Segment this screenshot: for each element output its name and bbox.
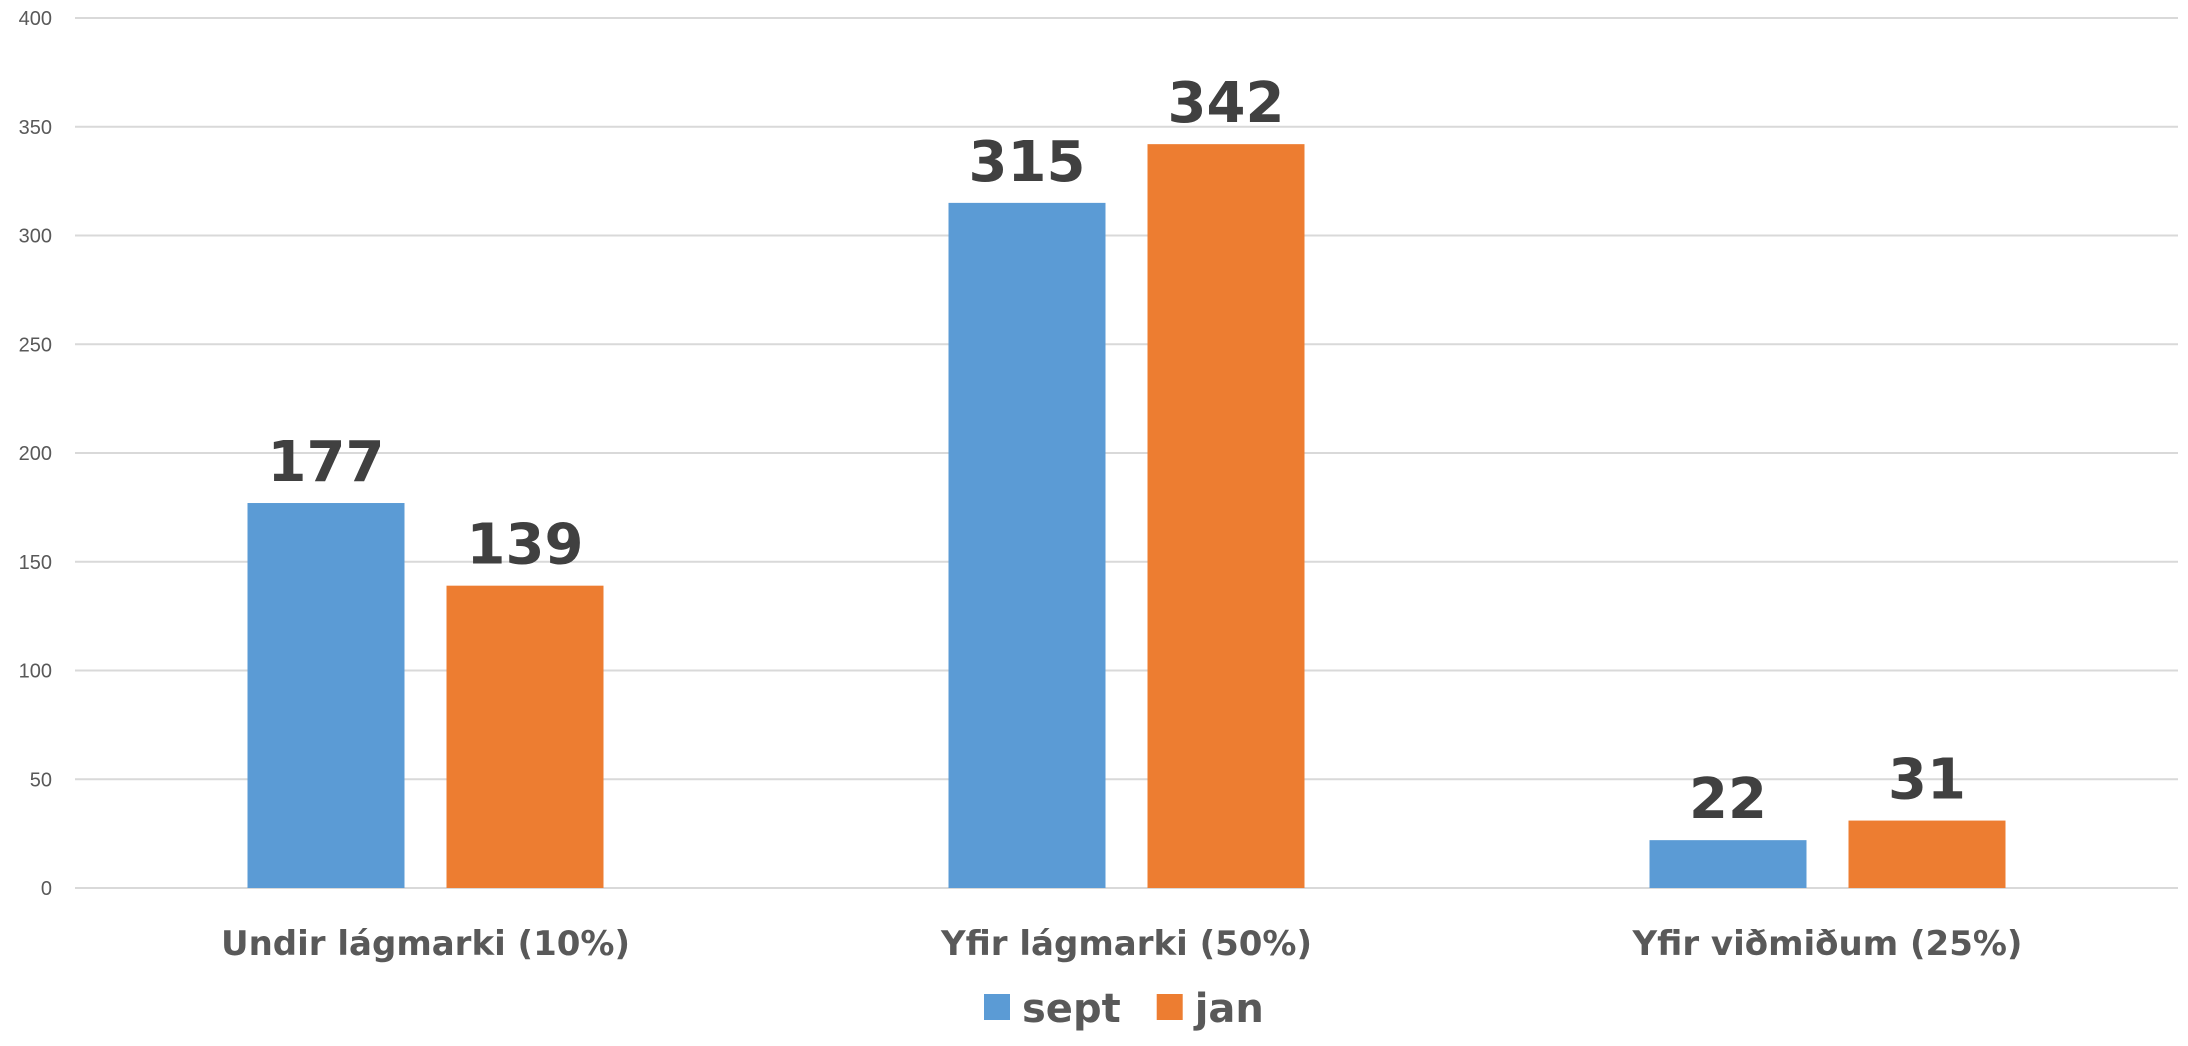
- y-tick-label: 0: [41, 878, 52, 900]
- gridlines: [75, 17, 2178, 889]
- x-axis-labels: Undir lágmarki (10%) Yfir lágmarki (50%) Y…: [221, 924, 2023, 964]
- bar-jan: [1848, 820, 2006, 888]
- data-label-sept: 177: [268, 430, 385, 495]
- y-tick-label: 300: [19, 226, 52, 248]
- y-tick-label: 250: [19, 334, 52, 356]
- y-axis-ticks: 0 50 100 150 200 250 300 350 400: [19, 8, 52, 900]
- bars: [247, 144, 2006, 888]
- data-label-jan: 139: [467, 513, 584, 578]
- data-label-sept: 22: [1689, 767, 1767, 832]
- legend-swatch-sept: [984, 994, 1010, 1020]
- legend: sept jan: [984, 986, 1264, 1032]
- data-labels: 177 139 315 342 22 31: [268, 71, 1966, 832]
- category-label: Yfir lágmarki (50%): [940, 924, 1312, 964]
- y-tick-label: 400: [19, 8, 52, 30]
- data-label-sept: 315: [969, 130, 1086, 195]
- y-tick-label: 200: [19, 443, 52, 465]
- category-label: Undir lágmarki (10%): [221, 924, 630, 964]
- category-label: Yfir viðmiðum (25%): [1632, 924, 2023, 964]
- bar-sept: [1649, 840, 1807, 888]
- bar-sept: [948, 202, 1106, 888]
- y-tick-label: 100: [19, 661, 52, 683]
- bar-jan: [446, 585, 604, 888]
- y-tick-label: 350: [19, 117, 52, 139]
- bar-sept: [247, 503, 405, 888]
- y-tick-label: 50: [30, 769, 52, 791]
- y-tick-label: 150: [19, 552, 52, 574]
- bar-jan: [1147, 144, 1305, 888]
- legend-label-sept: sept: [1022, 986, 1121, 1032]
- data-label-jan: 342: [1168, 71, 1285, 136]
- legend-swatch-jan: [1156, 994, 1183, 1020]
- data-label-jan: 31: [1888, 748, 1966, 813]
- legend-label-jan: jan: [1193, 986, 1264, 1032]
